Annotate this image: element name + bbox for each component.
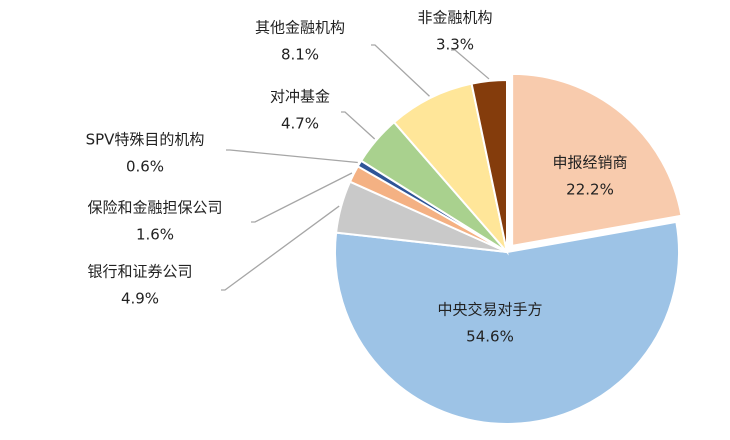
slice-label: 中央交易对手方	[437, 301, 542, 319]
slice-value: 0.6%	[126, 158, 164, 176]
slice-label: 申报经销商	[552, 154, 627, 172]
slice-value: 22.2%	[566, 181, 614, 199]
leader-line	[341, 111, 376, 140]
slice-value: 8.1%	[281, 46, 319, 64]
pie-slice	[392, 82, 509, 256]
pie-slice	[511, 72, 683, 248]
slice-value: 54.6%	[466, 328, 514, 346]
slice-label: 银行和证券公司	[87, 263, 192, 281]
slice-value: 4.9%	[121, 290, 159, 308]
leader-line	[221, 205, 340, 291]
slice-label: 其他金融机构	[255, 19, 345, 37]
leader-line	[251, 172, 353, 223]
slice-label: 对冲基金	[270, 88, 330, 106]
slice-label: SPV特殊目的机构	[86, 131, 205, 149]
slice-value: 1.6%	[136, 226, 174, 244]
slice-value: 4.7%	[281, 115, 319, 133]
slice-label: 非金融机构	[417, 9, 492, 27]
leader-line	[371, 44, 430, 97]
pie-slice	[470, 78, 508, 253]
slice-value: 3.3%	[436, 36, 474, 54]
slice-label: 保险和金融担保公司	[87, 199, 222, 217]
leader-line	[226, 149, 358, 164]
leader-line	[451, 49, 490, 80]
pie-slice	[334, 220, 680, 425]
